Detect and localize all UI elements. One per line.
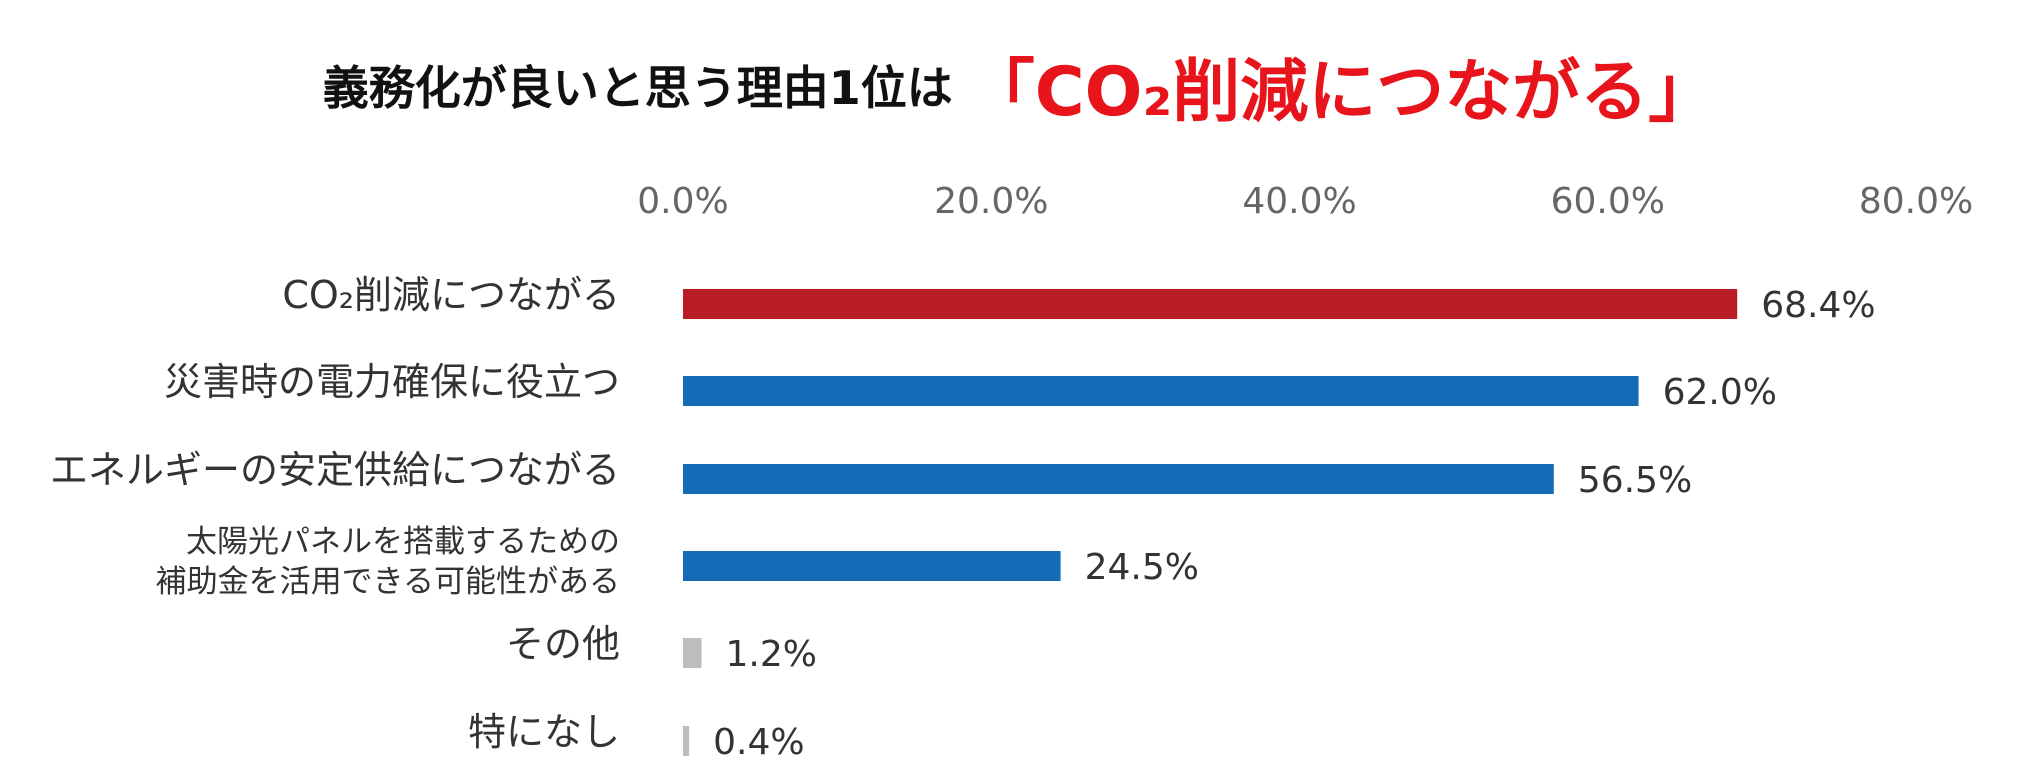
data-label: 62.0%: [1663, 372, 1777, 413]
category-label: 特になし: [468, 710, 620, 754]
category-label: その他: [506, 622, 620, 666]
x-tick-label: 40.0%: [1242, 181, 1356, 222]
bar: [683, 289, 1738, 319]
data-label: 0.4%: [713, 722, 804, 763]
x-tick-label: 80.0%: [1859, 181, 1973, 222]
chart-title: 義務化が良いと思う理由1位は 「CO₂削減につながる」: [0, 30, 2039, 140]
title-highlight-text: 「CO₂削減につながる」: [966, 52, 1717, 132]
bar: [683, 376, 1639, 406]
x-tick-label: 60.0%: [1551, 181, 1665, 222]
data-label: 56.5%: [1578, 460, 1692, 501]
category-label: 災害時の電力確保に役立つ: [164, 360, 620, 404]
bar: [683, 726, 690, 756]
x-tick-label: 0.0%: [637, 181, 728, 222]
data-label: 68.4%: [1761, 285, 1875, 326]
bar: [683, 551, 1061, 581]
data-label: 24.5%: [1085, 547, 1199, 588]
category-label: エネルギーの安定供給につながる: [50, 448, 620, 492]
bar: [683, 638, 702, 668]
category-label: 太陽光パネルを搭載するための: [186, 524, 620, 560]
category-label: 補助金を活用できる可能性がある: [156, 564, 620, 600]
data-label: 1.2%: [725, 634, 816, 675]
title-main-text: 義務化が良いと思う理由1位は: [322, 61, 953, 115]
bar: [683, 464, 1554, 494]
category-label: CO₂削減につながる: [282, 273, 620, 317]
x-tick-label: 20.0%: [934, 181, 1048, 222]
